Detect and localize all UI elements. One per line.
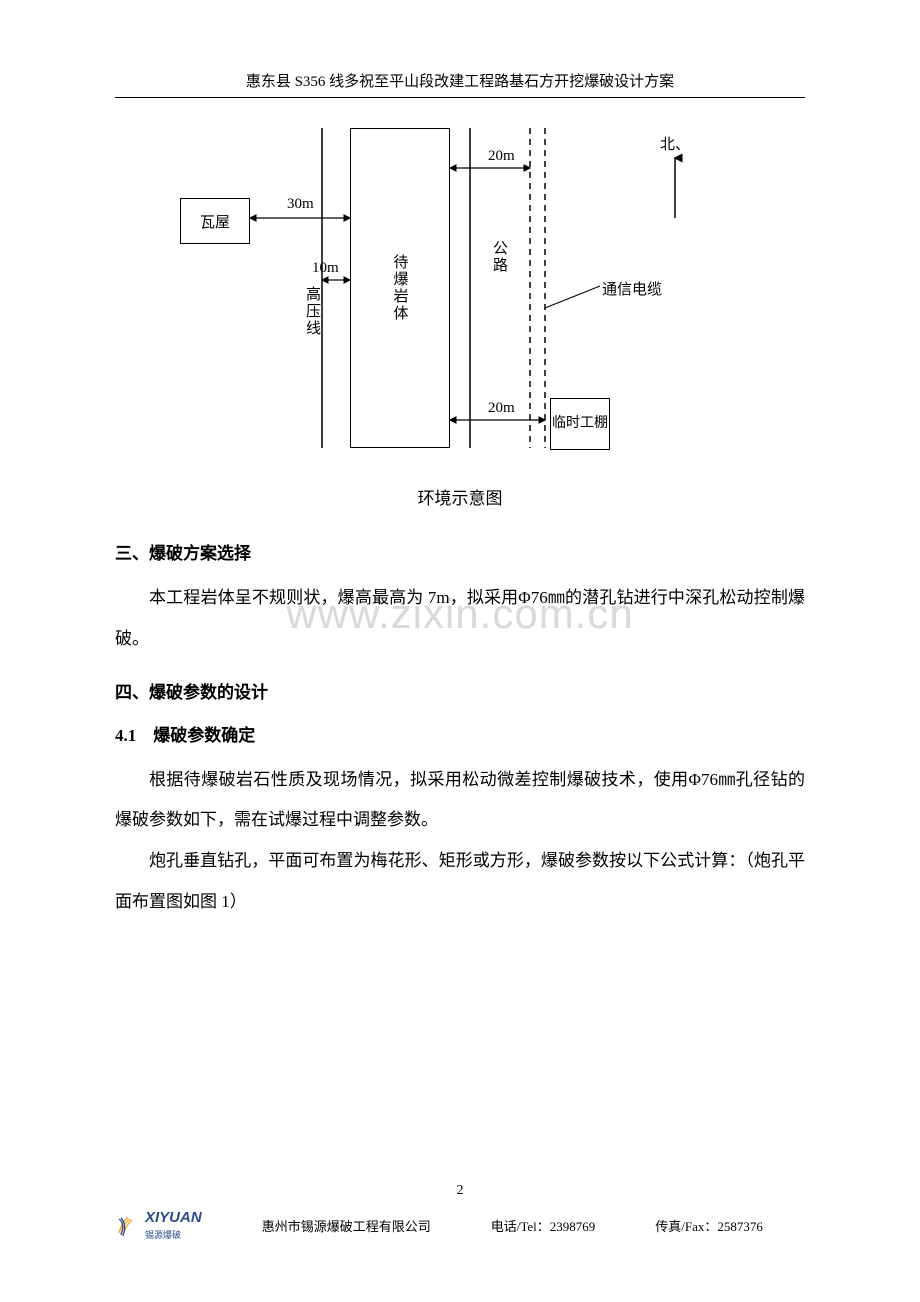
section-4-1-para-2: 炮孔垂直钻孔，平面可布置为梅花形、矩形或方形，爆破参数按以下公式计算：（炮孔平面… <box>115 841 805 923</box>
label-cable: 通信电缆 <box>602 278 662 299</box>
footer-company: 惠州市锡源爆破工程有限公司 <box>262 1216 431 1235</box>
label-rock: 待爆岩体 <box>390 254 411 322</box>
box-wawu: 瓦屋 <box>180 198 250 244</box>
page-footer: 2 XIYUAN 锡源爆破 惠州市锡源爆破工程有限公司 电话 <box>115 1183 805 1242</box>
section-3-title: 三、爆破方案选择 <box>115 539 805 564</box>
logo-text: XIYUAN <box>145 1209 202 1226</box>
section-4-1-title: 4.1 爆破参数确定 <box>115 721 805 746</box>
diagram-svg <box>115 128 805 468</box>
label-gaoya: 高压线 <box>302 286 323 337</box>
section-3-para-1: 本工程岩体呈不规则状，爆高最高为 7m，拟采用Φ76㎜的潜孔钻进行中深孔松动控制… <box>115 578 805 660</box>
footer-fax: 传真/Fax：2587376 <box>655 1216 763 1235</box>
company-logo: XIYUAN 锡源爆破 <box>115 1209 202 1242</box>
label-north: 北、 <box>660 133 690 154</box>
label-gonglu: 公路 <box>489 240 510 274</box>
box-rock: 待爆岩体 <box>350 128 450 448</box>
label-shed: 临时工棚 <box>552 415 608 433</box>
page-header: 惠东县 S356 线多祝至平山段改建工程路基石方开挖爆破设计方案 <box>115 70 805 98</box>
label-20m-bottom: 20m <box>488 400 515 417</box>
section-4-title: 四、爆破参数的设计 <box>115 678 805 703</box>
section-4-1-para-1: 根据待爆破岩石性质及现场情况，拟采用松动微差控制爆破技术，使用Φ76㎜孔径钻的爆… <box>115 760 805 842</box>
label-20m-top: 20m <box>488 148 515 165</box>
label-10m: 10m <box>312 260 339 277</box>
logo-icon <box>115 1213 141 1239</box>
label-30m: 30m <box>287 196 314 213</box>
label-wawu: 瓦屋 <box>200 211 230 232</box>
logo-sub: 锡源爆破 <box>145 1230 181 1240</box>
footer-tel: 电话/Tel：2398769 <box>491 1216 596 1235</box>
page-number: 2 <box>115 1183 805 1199</box>
box-shed: 临时工棚 <box>550 398 610 450</box>
diagram-caption: 环境示意图 <box>115 484 805 509</box>
environment-diagram: 瓦屋 待爆岩体 临时工棚 高压线 公路 通信电缆 30m 10m 20m 20m… <box>115 128 805 468</box>
